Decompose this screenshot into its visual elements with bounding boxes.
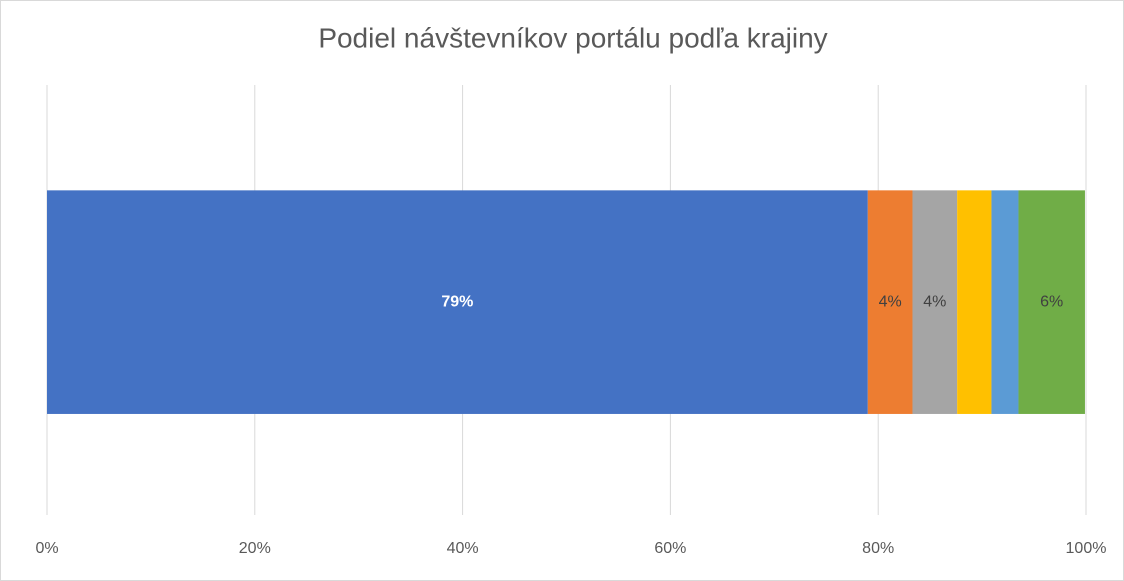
- bar-segment: [1018, 190, 1085, 414]
- bar-segment: [867, 190, 913, 414]
- bar-segment: [912, 190, 958, 414]
- bar-segment: [47, 190, 868, 414]
- x-tick-label: 0%: [35, 540, 58, 557]
- data-label: 79%: [441, 293, 473, 310]
- x-tick-label: 100%: [1066, 540, 1107, 557]
- x-tick-label: 80%: [862, 540, 894, 557]
- data-label: 4%: [923, 293, 946, 310]
- data-label: 4%: [879, 293, 902, 310]
- x-tick-label: 20%: [239, 540, 271, 557]
- x-tick-label: 60%: [654, 540, 686, 557]
- bar-segment: [991, 190, 1019, 414]
- bar-segment: [957, 190, 992, 414]
- chart-title: Podiel návštevníkov portálu podľa krajin…: [318, 22, 827, 53]
- x-tick-label: 40%: [447, 540, 479, 557]
- data-label: 6%: [1040, 293, 1063, 310]
